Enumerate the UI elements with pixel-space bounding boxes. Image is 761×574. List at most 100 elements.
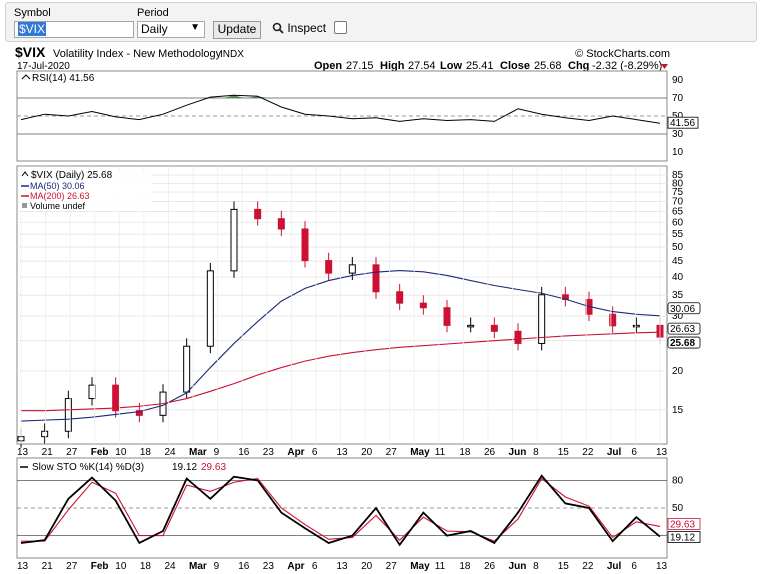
candle-body: [348, 264, 356, 274]
close-label: Close: [500, 60, 530, 72]
chg-label: Chg: [568, 60, 589, 72]
candle-body: [301, 228, 309, 262]
inspect-checkbox[interactable]: [334, 21, 348, 34]
rsi-last-value-label: 41.56: [670, 118, 695, 129]
candle-body: [443, 307, 451, 326]
x-tick-label-price: 24: [164, 447, 176, 458]
price-legend: $VIX (Daily) 25.68 MA(50) 30.06 MA(200) …: [20, 170, 152, 211]
x-tick-label-stochastic: 27: [66, 561, 78, 572]
x-tick-label-price: 15: [558, 447, 570, 458]
x-tick-label-stochastic: 18: [140, 561, 152, 572]
ma200-last-label-box: [667, 322, 701, 335]
x-tick-label-price: 18: [459, 447, 471, 458]
symbol-value: $VIX: [18, 22, 47, 36]
x-tick-label-price: 8: [533, 447, 539, 458]
price-tick-label: 15: [672, 405, 684, 416]
x-tick-label-stochastic: Jun: [509, 561, 527, 572]
security-name: Volatility Index - New Methodology: [53, 48, 222, 60]
candle-body: [206, 270, 214, 347]
x-tick-label-stochastic: 21: [42, 561, 54, 572]
price-tick-label: 60: [672, 217, 684, 228]
candle-body: [64, 398, 72, 432]
high-label: High: [380, 60, 405, 72]
symbol-form: Symbol $VIX Period Daily ▼ Update Inspec…: [5, 2, 757, 42]
candle-body: [632, 324, 640, 328]
price-tick-label: 85: [672, 170, 684, 181]
x-tick-label-stochastic: 22: [582, 561, 594, 572]
price-legend-ma200: MA(200) 26.63: [30, 191, 90, 201]
stochastic-legend-k: 19.12: [172, 462, 197, 473]
rsi-line: [20, 94, 661, 124]
price-legend-ma50: MA(50) 30.06: [30, 181, 85, 191]
low-value: 25.41: [466, 60, 494, 72]
triangle-down-icon: [661, 64, 668, 69]
rsi-tick-label: 50: [672, 111, 684, 122]
x-tick-label-stochastic: Mar: [189, 561, 207, 572]
x-tick-label-price: 13: [17, 447, 29, 458]
candle-body: [490, 324, 498, 332]
x-tick-label-price: 16: [238, 447, 250, 458]
x-tick-label-price: Jul: [607, 447, 622, 458]
candle-body: [88, 384, 96, 400]
candle-body: [183, 345, 191, 393]
candle-body: [41, 430, 49, 438]
x-tick-label-price: 23: [263, 447, 275, 458]
magnifier-icon: [272, 22, 284, 34]
x-tick-label-stochastic: 24: [164, 561, 176, 572]
x-tick-label-stochastic: May: [410, 561, 430, 572]
close-last-label: 25.68: [670, 338, 695, 349]
candle-body: [112, 384, 120, 412]
x-tick-label-stochastic: 6: [631, 561, 637, 572]
ticker-title: $VIX: [15, 44, 46, 60]
candle-body: [135, 410, 143, 416]
symbol-input[interactable]: $VIX: [14, 21, 134, 38]
candle-body: [538, 294, 546, 344]
ma50-last-label: 30.06: [670, 304, 695, 315]
stochastic-legend: Slow STO %K(14) %D(3) 19.12 29.63: [20, 462, 226, 473]
x-tick-label-stochastic: 11: [435, 561, 446, 572]
x-tick-label-stochastic: 8: [533, 561, 539, 572]
price-tick-label: 70: [672, 196, 684, 207]
x-tick-label-price: 27: [66, 447, 78, 458]
rsi-tick-label: 10: [672, 147, 684, 158]
stochastic-legend-d: 29.63: [201, 462, 226, 473]
low-label: Low: [440, 60, 462, 72]
rsi-legend-text: RSI(14) 41.56: [32, 73, 95, 84]
x-tick-label-stochastic: 20: [361, 561, 373, 572]
x-tick-label-price: May: [410, 447, 430, 458]
symbol-label: Symbol: [14, 7, 51, 19]
x-tick-label-stochastic: 18: [459, 561, 471, 572]
stochastic-d-last-label: 29.63: [670, 519, 695, 530]
price-legend-symbol: $VIX (Daily) 25.68: [31, 170, 113, 181]
x-tick-label-stochastic: 26: [484, 561, 496, 572]
candle-body: [230, 208, 238, 272]
price-tick-label: 80: [672, 178, 684, 189]
x-tick-label-stochastic: 10: [115, 561, 127, 572]
update-button[interactable]: Update: [213, 21, 261, 39]
x-tick-label-price: Feb: [91, 447, 109, 458]
x-tick-label-stochastic: 27: [386, 561, 398, 572]
open-value: 27.15: [346, 60, 374, 72]
chart-canvas: $VIX Volatility Index - New Methodology …: [15, 44, 701, 572]
candle-body: [254, 208, 262, 220]
x-tick-label-price: 11: [435, 447, 446, 458]
x-tick-label-price: 6: [631, 447, 637, 458]
x-tick-label-price: 13: [656, 447, 668, 458]
rsi-tick-label: 90: [672, 75, 684, 86]
inspect-toggle[interactable]: Inspect: [272, 21, 348, 35]
x-tick-label-price: Apr: [287, 447, 304, 458]
rsi-legend: RSI(14) 41.56: [21, 73, 95, 84]
x-tick-label-stochastic: Apr: [287, 561, 304, 572]
candle-body: [609, 313, 617, 327]
x-tick-label-stochastic: 6: [312, 561, 318, 572]
candle-body: [372, 264, 380, 293]
period-label: Period: [137, 7, 169, 19]
stochastic-k-line: [20, 474, 661, 547]
inspect-label: Inspect: [287, 21, 327, 35]
period-select[interactable]: Daily ▼: [137, 21, 205, 38]
rsi-tick-label: 30: [672, 129, 684, 140]
high-value: 27.54: [408, 60, 436, 72]
x-tick-label-stochastic: 13: [656, 561, 668, 572]
candle-body: [514, 330, 522, 344]
